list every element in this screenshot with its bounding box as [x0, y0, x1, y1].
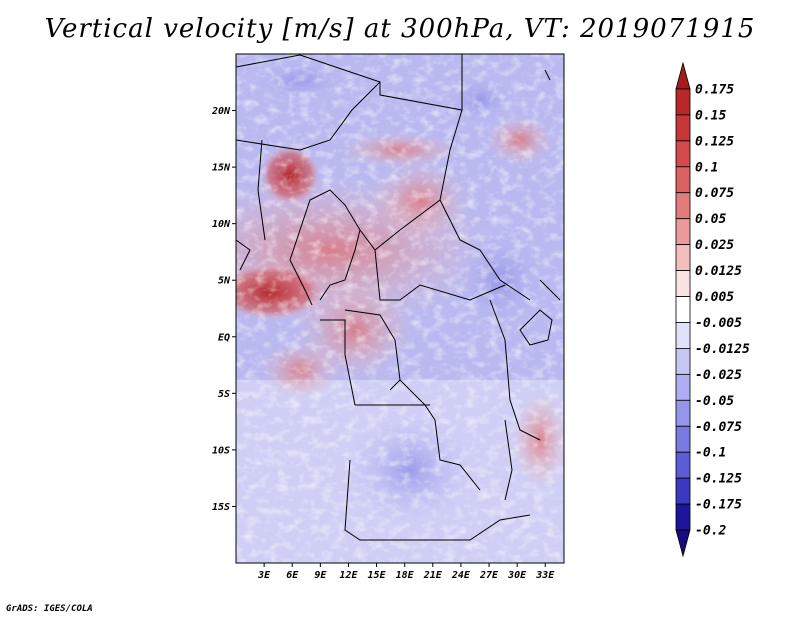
colorbar-segment [675, 114, 691, 142]
map-frame [235, 53, 565, 564]
vertical-velocity-field [236, 54, 564, 563]
lat-tick-label: 15S [212, 502, 230, 513]
colorbar-label: -0.005 [695, 316, 742, 331]
colorbar-label: -0.1 [695, 446, 726, 461]
lon-tick-label: 6E [286, 570, 299, 581]
colorbar-segment [675, 296, 691, 323]
colorbar-segment [675, 192, 691, 220]
lat-tick-label: 10N [212, 219, 231, 230]
colorbar-label: -0.025 [695, 368, 742, 383]
colorbar-label: -0.075 [695, 420, 742, 435]
lon-tick-label: 15E [368, 570, 387, 581]
colorbar-label: -0.0125 [695, 342, 750, 357]
colorbar-segment [675, 140, 691, 168]
longitude-axis: 3E 6E 9E 12E 15E 18E 21E 24E 27E 30E 33E [257, 563, 555, 581]
colorbar-label: -0.125 [695, 472, 742, 487]
colorbar-segment [675, 88, 691, 116]
colorbar-label: 0.175 [695, 82, 734, 97]
colorbar-label: 0.0125 [695, 264, 742, 279]
colorbar-label: 0.075 [695, 186, 734, 201]
colorbar-segment [675, 322, 691, 349]
colorbar-label: 0.025 [695, 238, 734, 253]
chart-title: Vertical velocity [m/s] at 300hPa, VT: 2… [44, 14, 756, 44]
colorbar-label: -0.2 [695, 524, 726, 539]
colorbar-segment [675, 373, 691, 401]
colorbar-segment [675, 218, 691, 246]
colorbar-label: 0.005 [695, 290, 734, 305]
colorbar: 0.175 0.15 0.125 0.1 0.075 0.05 0.025 0.0125 0.0… [675, 61, 750, 558]
lon-tick-label: 33E [535, 570, 555, 581]
colorbar-segment [675, 244, 691, 271]
colorbar-label: 0.125 [695, 134, 734, 149]
colorbar-segment [675, 270, 691, 297]
colorbar-segment [675, 61, 691, 90]
lon-tick-label: 3E [257, 570, 271, 581]
lon-tick-label: 18E [396, 570, 415, 581]
colorbar-segment [675, 477, 691, 505]
country-borders [236, 54, 561, 541]
colorbar-label: -0.175 [695, 498, 742, 513]
colorbar-label: -0.05 [695, 394, 734, 409]
colorbar-label: 0.15 [695, 108, 726, 123]
lat-tick-label: 5S [218, 389, 230, 400]
colorbar-segment [675, 529, 691, 558]
colorbar-segment [675, 166, 691, 194]
colorbar-label: 0.1 [695, 160, 718, 175]
lon-tick-label: 27E [479, 570, 499, 581]
lat-tick-label: 5N [218, 276, 231, 287]
lat-tick-label: EQ [218, 332, 230, 343]
grads-credit: GrADS: IGES/COLA [6, 604, 93, 614]
lon-tick-label: 21E [423, 570, 443, 581]
colorbar-segment [675, 348, 691, 375]
colorbar-label: 0.05 [695, 212, 726, 227]
lon-tick-label: 12E [339, 570, 358, 581]
lon-tick-label: 9E [314, 570, 327, 581]
lat-tick-label: 10S [212, 445, 230, 456]
lat-tick-label: 15N [212, 163, 231, 174]
latitude-axis: 20N 15N 10N 5N EQ 5S 10S 15S [211, 106, 236, 513]
lat-tick-label: 20N [211, 106, 231, 117]
colorbar-segment [675, 451, 691, 479]
colorbar-segment [675, 503, 691, 531]
colorbar-segment [675, 399, 691, 427]
lon-tick-label: 30E [507, 570, 527, 581]
colorbar-segment [675, 425, 691, 453]
lon-tick-label: 24E [451, 570, 471, 581]
